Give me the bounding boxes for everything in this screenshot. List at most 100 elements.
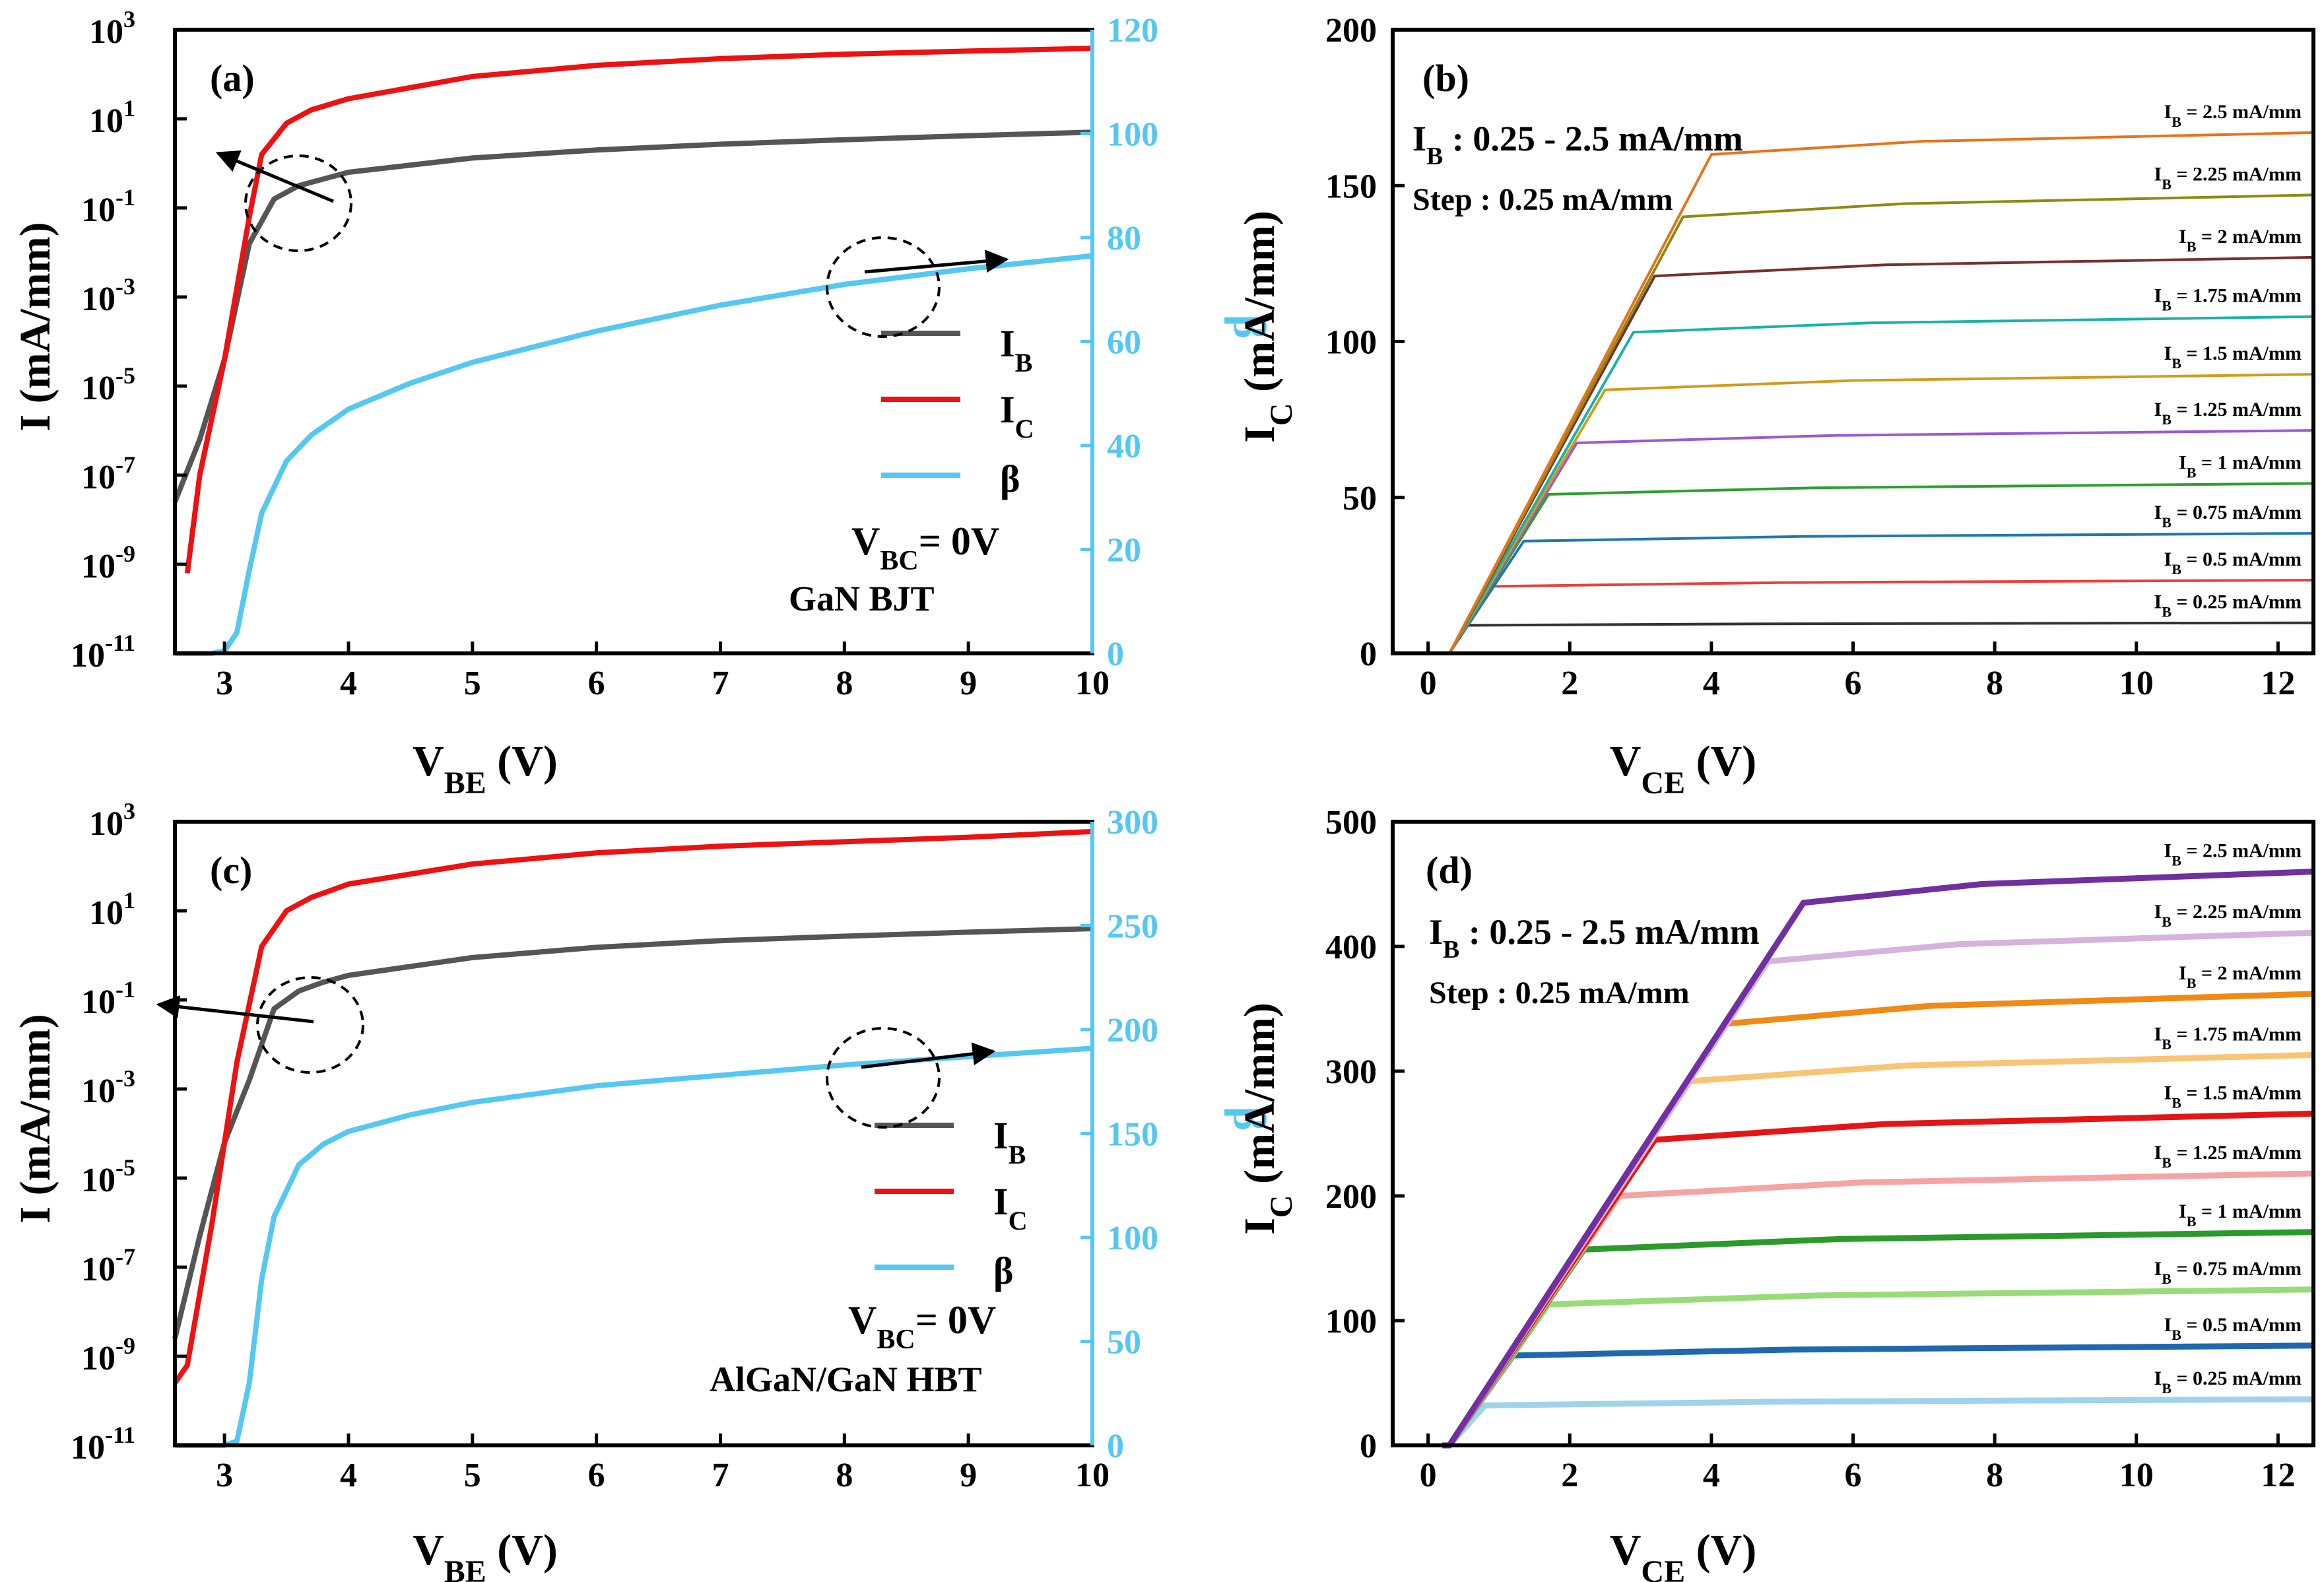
y-tick-exponent: -5 [116,362,135,389]
ib-label: IB = 0.75 mA/mm [2154,502,2302,531]
y-tick-label: 10-5 [81,1154,135,1199]
y-tick-label: 150 [1325,168,1377,205]
ib-label: IB = 1.25 mA/mm [2154,1142,2302,1171]
y-tick-label: 10-11 [71,630,135,675]
y-tick-label: 100 [1325,324,1377,362]
y-tick-label: 500 [1325,804,1377,841]
x-tick-label: 6 [1845,665,1862,702]
y2-tick-label: 200 [1107,1012,1158,1049]
y-axis-label-b: IC (mA/mm) [1236,211,1299,443]
y2-ticks-a: 0 20 40 60 80 100 120 [1080,12,1158,673]
x-tick-label: 7 [712,665,729,702]
x-tick-label: 4 [340,1457,357,1494]
series-ib-a [172,129,1093,503]
y-tick-exponent: -3 [116,273,135,300]
y-tick-exponent: 3 [123,6,135,32]
legend-ic-c: IC [993,1180,1027,1236]
ib-label: IB = 2.25 mA/mm [2154,163,2302,192]
curves-c [172,828,1093,1448]
y-ticks-a: 103 101 10-1 10-3 10-5 10-7 10-9 10-11 [71,6,187,675]
callout-ellipse-left-a [244,154,352,252]
x-axis-label-b: VCE (V) [1610,737,1756,801]
series-ic-c [172,828,1093,1385]
panel-label-d: (d) [1426,849,1473,892]
y-tick-exponent: -7 [116,1243,135,1270]
y-tick-label: 10-3 [81,273,135,318]
curve-ib-2-d [1442,1342,2314,1449]
x-tick-label: 12 [2261,1457,2295,1494]
x-tick-label: 4 [1703,665,1720,702]
curve-ib-1-b [1442,621,2314,655]
panel-label-c: (c) [210,849,252,892]
y-tick-exponent: 3 [123,798,135,824]
y-tick-label: 101 [89,887,135,932]
ib-label: IB = 1 mA/mm [2179,451,2302,480]
y-ticks-b: 0 50 100 150 200 [1325,12,1405,673]
y-tick-label: 10-7 [81,1243,135,1288]
panel-c: 3 4 5 6 7 8 9 10 10310110-110-310-510-710-910-1… [11,798,1275,1582]
y2-tick-label: 50 [1107,1324,1141,1362]
x-tick-label: 0 [1420,1457,1437,1494]
x-axis-label-d: VCE (V) [1610,1526,1756,1582]
device-annotation-a: GaN BJT [789,579,935,618]
step-annotation-d: Step : 0.25 mA/mm [1429,975,1690,1010]
x-tick-label: 0 [1420,665,1437,702]
y-ticks-d: 0 100 200 300 400 500 [1325,804,1405,1465]
x-tick-label: 3 [216,665,233,702]
x-tick-label: 2 [1561,1457,1578,1494]
x-tick-label: 10 [1075,1457,1110,1494]
x-tick-label: 9 [960,1457,977,1494]
y2-axis-label-a: β [1224,315,1275,339]
y2-tick-label: 0 [1107,1428,1124,1465]
y-tick-label: 10-9 [81,541,135,585]
x-tick-label: 4 [1703,1457,1720,1494]
y2-tick-label: 100 [1107,116,1158,154]
y2-tick-label: 250 [1107,908,1158,946]
ib-label: IB = 2.5 mA/mm [2164,101,2302,130]
y2-tick-label: 100 [1107,1220,1158,1257]
y-axis-label-c: I (mA/mm) [11,1014,59,1223]
y-tick-exponent: -11 [105,630,135,656]
y-tick-exponent: -1 [116,976,135,1003]
legend-beta-c: β [993,1249,1014,1292]
arrow-right-c [861,1042,996,1069]
y-tick-label: 0 [1360,1428,1377,1465]
x-tick-label: 10 [2119,665,2154,702]
ib-range-annotation-b: IB : 0.25 - 2.5 mA/mm [1412,119,1743,170]
series-ic-a [184,46,1093,574]
x-axis-label-c: VBE (V) [413,1526,558,1582]
y-tick-exponent: -9 [116,541,135,567]
y-tick-exponent: -7 [116,451,135,478]
curve-ib-1-d [1442,1396,2314,1449]
callout-ellipse-left-c [256,976,364,1074]
ib-label: IB = 0.25 mA/mm [2154,1368,2302,1397]
x-tick-label: 9 [960,665,977,702]
x-tick-label: 4 [340,665,357,702]
series-beta-a [175,253,1093,656]
y-tick-label: 200 [1325,12,1377,49]
ib-labels-b: IB = 0.25 mA/mm IB = 0.5 mA/mm IB = 0.75 m… [2154,101,2302,620]
legend-ib-c: IB [993,1114,1026,1170]
ib-label: IB = 2 mA/mm [2179,226,2302,255]
y-tick-exponent: 1 [123,887,135,913]
x-ticks-b: 0 2 4 6 8 10 12 [1420,642,2295,702]
step-annotation-b: Step : 0.25 mA/mm [1412,182,1673,217]
x-tick-label: 7 [712,1457,729,1494]
series-beta-c [175,1045,1093,1448]
y2-tick-label: 120 [1107,12,1158,49]
y-tick-exponent: -3 [116,1065,135,1092]
panel-d: 0 2 4 6 8 10 12 0 100 200 300 400 500 IB = 0.25 mA/… [1236,804,2315,1582]
x-tick-label: 5 [464,1457,481,1494]
legend-ic-a: IC [1000,388,1034,444]
y-tick-exponent: -1 [116,184,135,211]
legend-ib-a: IB [1000,322,1032,378]
x-tick-label: 6 [1845,1457,1862,1494]
y-tick-label: 10-1 [81,184,135,229]
plot-frame-c [173,820,1094,1447]
y-tick-exponent: -5 [116,1154,135,1181]
plot-frame-d [1391,820,2315,1447]
y-tick-label: 10-7 [81,451,135,496]
bias-annotation-a: VBC= 0V [851,519,999,576]
y-tick-label: 10-5 [81,362,135,407]
